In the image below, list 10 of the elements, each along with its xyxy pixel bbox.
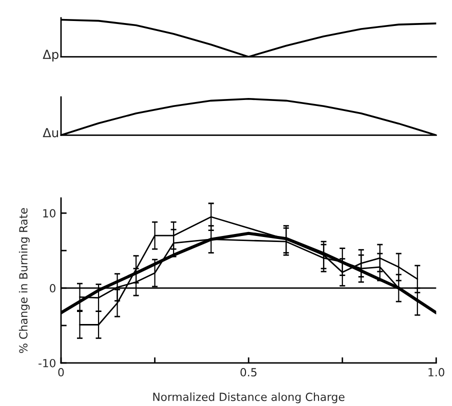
y-tick-label: -10 xyxy=(38,358,56,368)
y-axis-title: % Change in Burning Rate xyxy=(18,208,30,353)
y-tick-label: 10 xyxy=(43,209,56,218)
x-tick-label: 0 xyxy=(58,368,64,376)
x-axis-title: Normalized Distance along Charge xyxy=(153,392,344,404)
y-axis-title: Δp xyxy=(42,50,58,62)
x-tick-label: 0.5 xyxy=(240,368,256,376)
y-axis-title: Δu xyxy=(42,128,58,138)
y-tick-label: 0 xyxy=(50,284,56,292)
x-tick-label: 1.0 xyxy=(428,368,444,376)
